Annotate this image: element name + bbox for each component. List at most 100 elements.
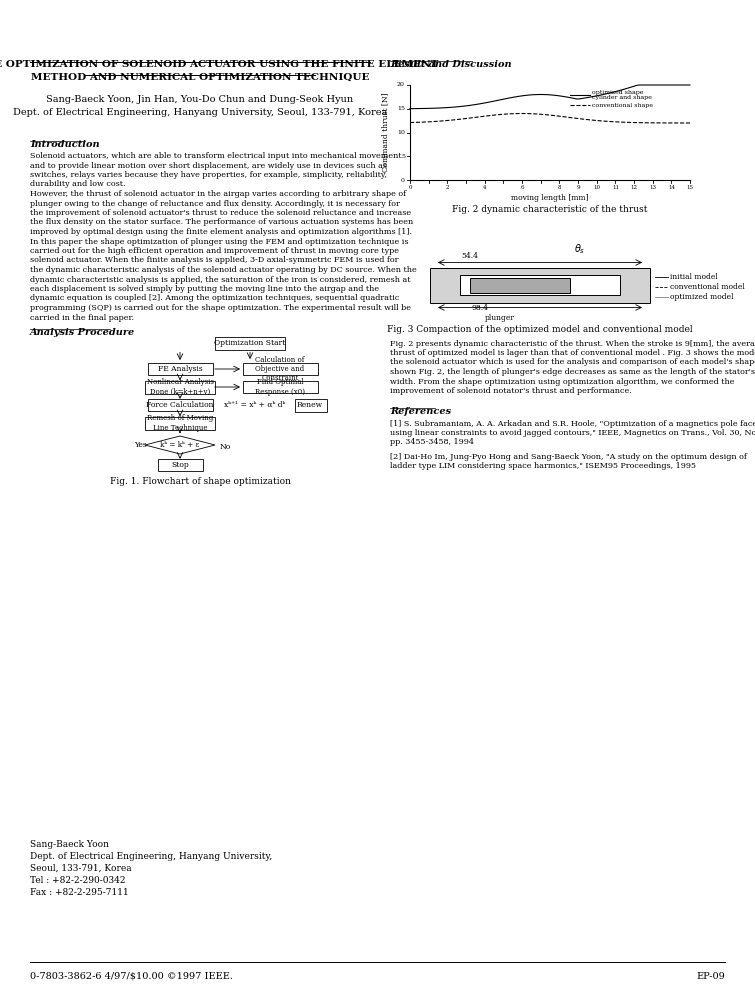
- Text: plunger owing to the change of reluctance and flux density. Accordingly, it is n: plunger owing to the change of reluctanc…: [30, 200, 400, 208]
- FancyBboxPatch shape: [295, 399, 327, 412]
- Text: programming (SQP) is carried out for the shape optimization. The experimental re: programming (SQP) is carried out for the…: [30, 304, 411, 312]
- Text: Nonlinear Analysis
Done (k=k+n+v): Nonlinear Analysis Done (k=k+n+v): [146, 378, 214, 396]
- Text: However, the thrust of solenoid actuator in the airgap varies according to arbit: However, the thrust of solenoid actuator…: [30, 190, 406, 198]
- Text: improved by optimal design using the finite element analysis and optimization al: improved by optimal design using the fin…: [30, 228, 412, 236]
- Text: optimized shape
cylinder and shape: optimized shape cylinder and shape: [592, 90, 652, 100]
- Text: $\theta_s$: $\theta_s$: [575, 242, 586, 255]
- Text: 0: 0: [401, 178, 405, 182]
- Text: Dept. of Electrical Engineering, Hanyang University,: Dept. of Electrical Engineering, Hanyang…: [30, 852, 273, 861]
- Text: Result and Discussion: Result and Discussion: [390, 60, 512, 69]
- Text: 20: 20: [397, 83, 405, 88]
- Text: 0: 0: [408, 185, 411, 190]
- Text: 6: 6: [520, 185, 524, 190]
- Text: Seoul, 133-791, Korea: Seoul, 133-791, Korea: [30, 864, 131, 873]
- Text: dynamic equation is coupled [2]. Among the optimization techniques, sequential q: dynamic equation is coupled [2]. Among t…: [30, 294, 399, 302]
- FancyBboxPatch shape: [242, 381, 318, 393]
- Text: 14: 14: [668, 185, 675, 190]
- Text: Analysis Procedure: Analysis Procedure: [30, 328, 135, 337]
- Text: Remesh of Moving
Line Technique: Remesh of Moving Line Technique: [147, 414, 213, 432]
- Text: Stop: Stop: [171, 461, 189, 469]
- Text: Yes: Yes: [134, 441, 146, 449]
- Text: 11: 11: [612, 185, 619, 190]
- Text: Sang-Baeck Yoon: Sang-Baeck Yoon: [30, 840, 109, 849]
- Text: METHOD AND NUMERICAL OPTIMIZATION TECHNIQUE: METHOD AND NUMERICAL OPTIMIZATION TECHNI…: [31, 73, 369, 82]
- Text: the flux density on the stator surface. The performance of various actuation sys: the flux density on the stator surface. …: [30, 219, 413, 227]
- Text: Fig. 2 dynamic characteristic of the thrust: Fig. 2 dynamic characteristic of the thr…: [452, 205, 648, 214]
- Text: ladder type LIM considering space harmonics," ISEM95 Proceedings, 1995: ladder type LIM considering space harmon…: [390, 462, 696, 471]
- Text: Calculation of
Objective and
Constraint: Calculation of Objective and Constraint: [255, 356, 305, 382]
- Text: Force Calculation: Force Calculation: [146, 401, 214, 409]
- Text: solenoid actuator. When the finite analysis is applied, 3-D axial-symmetric FEM : solenoid actuator. When the finite analy…: [30, 256, 399, 264]
- Text: 13: 13: [649, 185, 656, 190]
- Text: using linear constraints to avoid jagged contours," IEEE, Magnetics on Trans., V: using linear constraints to avoid jagged…: [390, 429, 755, 437]
- Text: width. From the shape optimization using optimization algorithm, we conformed th: width. From the shape optimization using…: [390, 377, 735, 385]
- Text: kᵏ = kᵏ + ε: kᵏ = kᵏ + ε: [160, 441, 199, 449]
- Text: Solenoid actuators, which are able to transform electrical input into mechanical: Solenoid actuators, which are able to tr…: [30, 152, 402, 160]
- Text: SHAPE OPTIMIZATION OF SOLENOID ACTUATOR USING THE FINITE ELEMENT: SHAPE OPTIMIZATION OF SOLENOID ACTUATOR …: [0, 60, 439, 69]
- Text: conventional shape: conventional shape: [592, 103, 653, 107]
- Text: Fig. 1. Flowchart of shape optimization: Fig. 1. Flowchart of shape optimization: [109, 477, 291, 486]
- Text: 15: 15: [686, 185, 694, 190]
- Text: Introduction: Introduction: [30, 140, 100, 149]
- Bar: [460, 275, 620, 295]
- Text: 12: 12: [630, 185, 637, 190]
- Text: each displacement is solved simply by putting the moving line into the airgap an: each displacement is solved simply by pu…: [30, 285, 379, 293]
- Text: EP-09: EP-09: [696, 972, 725, 981]
- FancyBboxPatch shape: [147, 399, 212, 411]
- Text: [2] Dai-Ho Im, Jung-Pyo Hong and Sang-Baeck Yoon, "A study on the optimum design: [2] Dai-Ho Im, Jung-Pyo Hong and Sang-Ba…: [390, 453, 747, 461]
- Text: 10: 10: [397, 130, 405, 135]
- Text: the dynamic characteristic analysis of the solenoid actuator operating by DC sou: the dynamic characteristic analysis of t…: [30, 266, 417, 274]
- Text: 5: 5: [401, 154, 405, 159]
- FancyBboxPatch shape: [242, 363, 318, 375]
- Text: 0-7803-3862-6 4/97/$10.00 ©1997 IEEE.: 0-7803-3862-6 4/97/$10.00 ©1997 IEEE.: [30, 972, 233, 981]
- Text: durability and low cost.: durability and low cost.: [30, 180, 125, 188]
- Text: thrust of optimized model is lager than that of conventional model . Fig. 3 show: thrust of optimized model is lager than …: [390, 349, 755, 357]
- Text: 98.4: 98.4: [472, 304, 488, 312]
- Text: the solenoid actuator which is used for the analysis and comparison of each mode: the solenoid actuator which is used for …: [390, 359, 755, 366]
- Text: 2: 2: [445, 185, 449, 190]
- Text: Optimization Start: Optimization Start: [214, 339, 285, 347]
- Text: 9: 9: [576, 185, 580, 190]
- Text: Renew: Renew: [297, 401, 323, 409]
- Bar: [430, 267, 650, 302]
- Text: the improvement of solenoid actuator's thrust to reduce the solenoid reluctance : the improvement of solenoid actuator's t…: [30, 209, 411, 217]
- Text: switches, relays varies because they have properties, for example, simplicity, r: switches, relays varies because they hav…: [30, 171, 387, 179]
- Text: moving length [mm]: moving length [mm]: [511, 194, 589, 202]
- Text: References: References: [390, 406, 451, 416]
- Text: shown Fig. 2, the length of plunger's edge decreases as same as the length of th: shown Fig. 2, the length of plunger's ed…: [390, 368, 755, 376]
- FancyBboxPatch shape: [215, 336, 285, 350]
- Text: Find Optimal
Response (x0): Find Optimal Response (x0): [255, 378, 305, 396]
- Text: pp. 3455-3458, 1994: pp. 3455-3458, 1994: [390, 438, 474, 446]
- Text: carried in the final paper.: carried in the final paper.: [30, 314, 134, 322]
- Text: Tel : +82-2-290-0342: Tel : +82-2-290-0342: [30, 876, 125, 885]
- Text: optimized model: optimized model: [670, 293, 734, 301]
- Text: [1] S. Subramaniam, A. A. Arkadan and S.R. Hoole, "Optimization of a magnetics p: [1] S. Subramaniam, A. A. Arkadan and S.…: [390, 420, 755, 428]
- Text: Fax : +82-2-295-7111: Fax : +82-2-295-7111: [30, 888, 129, 897]
- Text: Sang-Baeck Yoon, Jin Han, You-Do Chun and Dung-Seok Hyun: Sang-Baeck Yoon, Jin Han, You-Do Chun an…: [47, 95, 353, 104]
- FancyBboxPatch shape: [145, 380, 215, 393]
- Text: Dept. of Electrical Engineering, Hanyang University, Seoul, 133-791, Korea: Dept. of Electrical Engineering, Hanyang…: [13, 108, 387, 117]
- Text: Command thrust [N]: Command thrust [N]: [381, 93, 389, 172]
- FancyBboxPatch shape: [158, 459, 202, 471]
- Text: In this paper the shape optimization of plunger using the FEM and optimization t: In this paper the shape optimization of …: [30, 237, 408, 245]
- Text: improvement of solenoid notator's thrust and performance.: improvement of solenoid notator's thrust…: [390, 387, 632, 395]
- Text: FE Analysis: FE Analysis: [158, 365, 202, 373]
- Text: 54.4: 54.4: [461, 251, 479, 259]
- Polygon shape: [145, 436, 215, 454]
- Text: carried out for the high efficient operation and improvement of thrust in moving: carried out for the high efficient opera…: [30, 247, 399, 255]
- Text: 15: 15: [397, 106, 405, 111]
- Text: initial model: initial model: [670, 273, 718, 281]
- Text: plunger: plunger: [485, 314, 515, 322]
- FancyBboxPatch shape: [147, 363, 212, 375]
- Text: xᵏ⁺¹ = xᵏ + αᵏ dᵏ: xᵏ⁺¹ = xᵏ + αᵏ dᵏ: [224, 401, 285, 409]
- Bar: [470, 277, 570, 292]
- Text: and to provide linear motion over short displacement, are widely use in devices : and to provide linear motion over short …: [30, 161, 387, 169]
- Text: dynamic characteristic analysis is applied, the saturation of the iron is consid: dynamic characteristic analysis is appli…: [30, 275, 411, 284]
- Text: Fig. 3 Compaction of the optimized model and conventional model: Fig. 3 Compaction of the optimized model…: [387, 324, 693, 334]
- Text: 8: 8: [558, 185, 561, 190]
- Text: Fig. 2 presents dynamic characteristic of the thrust. When the stroke is 9[mm], : Fig. 2 presents dynamic characteristic o…: [390, 340, 755, 348]
- FancyBboxPatch shape: [145, 416, 215, 430]
- Text: conventional model: conventional model: [670, 283, 744, 291]
- Text: No: No: [220, 443, 230, 451]
- Text: 4: 4: [483, 185, 486, 190]
